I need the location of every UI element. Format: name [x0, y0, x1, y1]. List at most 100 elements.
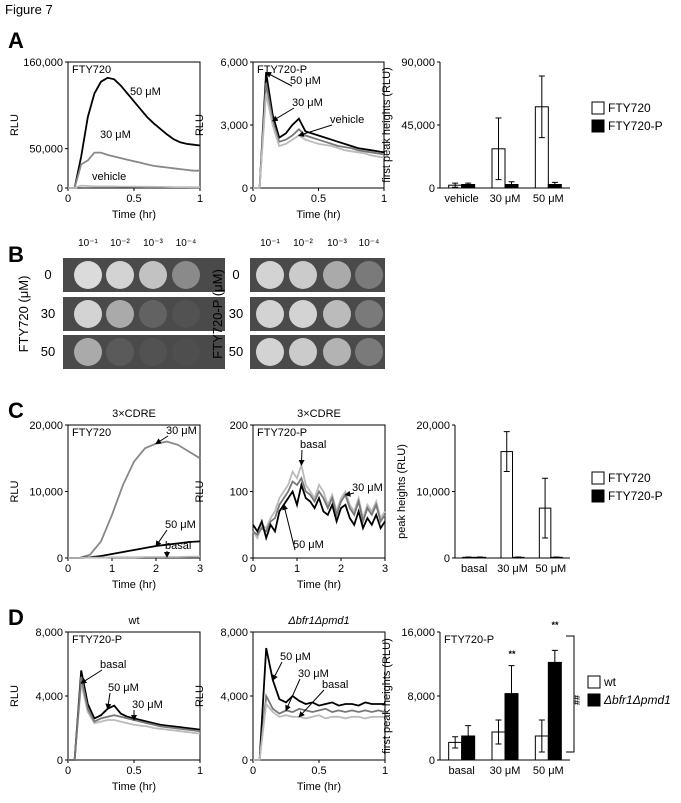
y-axis-label: RLU	[9, 685, 21, 707]
arrow	[298, 689, 325, 718]
x-tick-label: 50 μM	[535, 563, 566, 575]
legend-label: FTY720	[608, 471, 651, 485]
series-label: 50 μM	[290, 75, 321, 87]
spot	[289, 338, 317, 366]
y-tick-label: 0	[242, 755, 248, 767]
series-label: 50 μM	[293, 539, 324, 551]
y-tick-label: 16,000	[401, 627, 435, 639]
x-tick-label: 2	[338, 563, 344, 575]
x-tick-label: 0.5	[311, 765, 326, 777]
legend-swatch	[591, 489, 605, 503]
row-label: 50	[41, 344, 55, 359]
x-tick-label: 30 μM	[490, 765, 521, 777]
y-tick-label: 6,000	[220, 57, 248, 69]
chart-title: wt	[128, 615, 140, 627]
plate-ylabel: FTY720-P (μM)	[210, 269, 225, 359]
y-axis-label: RLU	[194, 114, 206, 136]
arrow	[344, 490, 355, 497]
spot	[323, 261, 351, 289]
y-tick-label: 10,000	[416, 487, 450, 499]
x-tick-label: 30 μM	[497, 563, 528, 575]
arrow	[297, 124, 333, 137]
line	[68, 440, 201, 559]
series-label: 30 μM	[292, 97, 323, 109]
y-tick-label: 0	[242, 553, 248, 565]
dilution-label: 10⁻¹	[78, 238, 98, 249]
error-bar	[465, 182, 472, 187]
y-tick-label: 0	[242, 183, 248, 195]
line	[68, 76, 201, 189]
spot	[74, 338, 102, 366]
spot	[106, 300, 134, 328]
error-bar	[452, 182, 459, 188]
line	[253, 82, 385, 189]
chart-title: Δbfr1Δpmd1	[287, 615, 349, 627]
y-tick-label: 200	[230, 420, 248, 432]
x-tick-label: 0	[250, 563, 256, 575]
y-axis-label: peak heights (RLU)	[396, 444, 408, 539]
inset-label: FTY720-P	[72, 634, 122, 646]
spot	[323, 300, 351, 328]
legend-label: wt	[603, 675, 617, 689]
arrow	[282, 503, 296, 551]
legend-swatch	[587, 675, 601, 689]
error-bar	[551, 649, 558, 675]
plot-frame	[67, 631, 201, 761]
spot	[172, 300, 200, 328]
panel-letter: B	[8, 242, 24, 267]
spot	[139, 300, 167, 328]
line	[68, 682, 201, 761]
spot	[256, 261, 284, 289]
spot	[256, 338, 284, 366]
legend-label: FTY720	[608, 101, 651, 115]
y-tick-label: 0	[57, 183, 63, 195]
x-tick-label: vehicle	[445, 193, 479, 205]
inset-label: FTY720-P	[257, 427, 307, 439]
legend-swatch	[587, 693, 601, 707]
series-label: 30 μM	[100, 129, 131, 141]
spot	[289, 300, 317, 328]
line	[68, 555, 200, 559]
error-bar	[515, 556, 522, 559]
x-tick-label: 30 μM	[490, 193, 521, 205]
series-label: 50 μM	[130, 86, 161, 98]
x-tick-label: 0	[65, 563, 71, 575]
y-tick-label: 100	[230, 487, 248, 499]
x-tick-label: 3	[197, 563, 203, 575]
panel-letter: A	[8, 28, 24, 53]
dilution-label: 10⁻⁴	[176, 238, 197, 249]
series-label: basal	[100, 659, 126, 671]
dilution-label: 10⁻³	[143, 238, 163, 249]
arrow	[272, 661, 283, 681]
plate-ylabel: FTY720 (μM)	[16, 276, 31, 353]
annotation: ##	[572, 695, 582, 705]
legend-swatch	[591, 101, 605, 115]
line	[252, 476, 386, 536]
chart-title: 3×CDRE	[112, 408, 156, 420]
x-tick-label: 2	[153, 563, 159, 575]
inset-label: FTY720	[72, 427, 111, 439]
spot	[289, 261, 317, 289]
x-tick-label: 1	[197, 193, 203, 205]
line	[68, 184, 200, 189]
x-tick-label: basal	[461, 563, 487, 575]
error-bar	[452, 736, 459, 749]
figure-label: Figure 7	[5, 2, 53, 17]
x-tick-label: 0.5	[311, 193, 326, 205]
x-tick-label: 0.5	[126, 765, 141, 777]
dilution-label: 10⁻²	[293, 238, 313, 249]
inset-label: FTY720-P	[444, 634, 494, 646]
y-tick-label: 10,000	[29, 487, 63, 499]
panel-letter: D	[8, 605, 24, 630]
spot	[139, 338, 167, 366]
y-tick-label: 3,000	[220, 120, 248, 132]
series-label: 30 μM	[166, 425, 197, 437]
y-tick-label: 50,000	[29, 144, 63, 156]
x-tick-label: 0	[250, 193, 256, 205]
spot	[355, 338, 383, 366]
arrow	[265, 72, 293, 87]
y-axis-label: RLU	[9, 114, 21, 136]
series-label: 30 μM	[132, 699, 163, 711]
series-label: basal	[322, 679, 348, 691]
series-label: basal	[165, 540, 191, 552]
